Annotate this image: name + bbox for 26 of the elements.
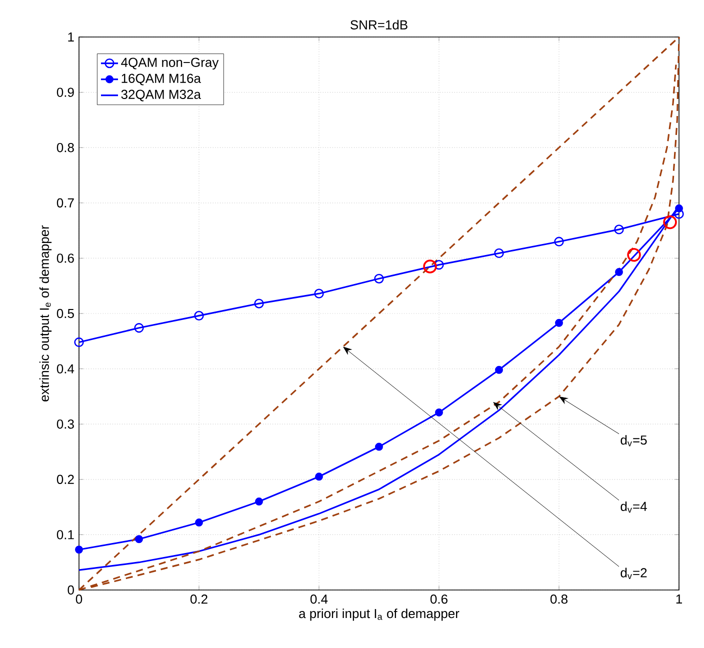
legend-label: 4QAM non−Gray: [121, 58, 219, 70]
y-tick-label: 0.7: [56, 198, 74, 208]
y-tick-label: 0.4: [56, 364, 74, 374]
annotation: d$_{v}$=5: [620, 435, 647, 446]
legend-label: 16QAM M16a: [122, 74, 201, 86]
x-tick-label: 0.8: [550, 594, 568, 604]
x-tick-label: 1: [676, 594, 682, 604]
y-axis-title: extrinsic output I$_{e}$ of demapper: [39, 225, 52, 402]
y-tick-label: 0.8: [56, 142, 74, 152]
legend-label: 32QAM M32a: [121, 90, 201, 102]
y-tick-label: 0: [68, 585, 74, 595]
y-tick-label: 0.6: [56, 254, 74, 263]
x-tick-label: 0: [76, 594, 82, 604]
annotation: d$_{v}$=4: [620, 501, 647, 513]
y-tick-label: 1: [68, 32, 74, 42]
y-tick-label: 0.2: [56, 474, 74, 484]
x-axis-title: a priori input I$_{a}$ of demapper: [299, 608, 460, 621]
y-tick-label: 0.1: [56, 530, 74, 540]
y-tick-label: 0.9: [56, 88, 74, 97]
y-tick-label: 0.5: [56, 308, 74, 318]
x-tick-label: 0.2: [190, 594, 208, 604]
annotation: d$_{v}$=2: [620, 568, 647, 580]
x-tick-label: 0.4: [310, 594, 328, 604]
x-tick-label: 0.6: [430, 594, 448, 604]
y-tick-label: 0.3: [56, 419, 74, 429]
chart-title: SNR=1dB: [350, 20, 408, 30]
